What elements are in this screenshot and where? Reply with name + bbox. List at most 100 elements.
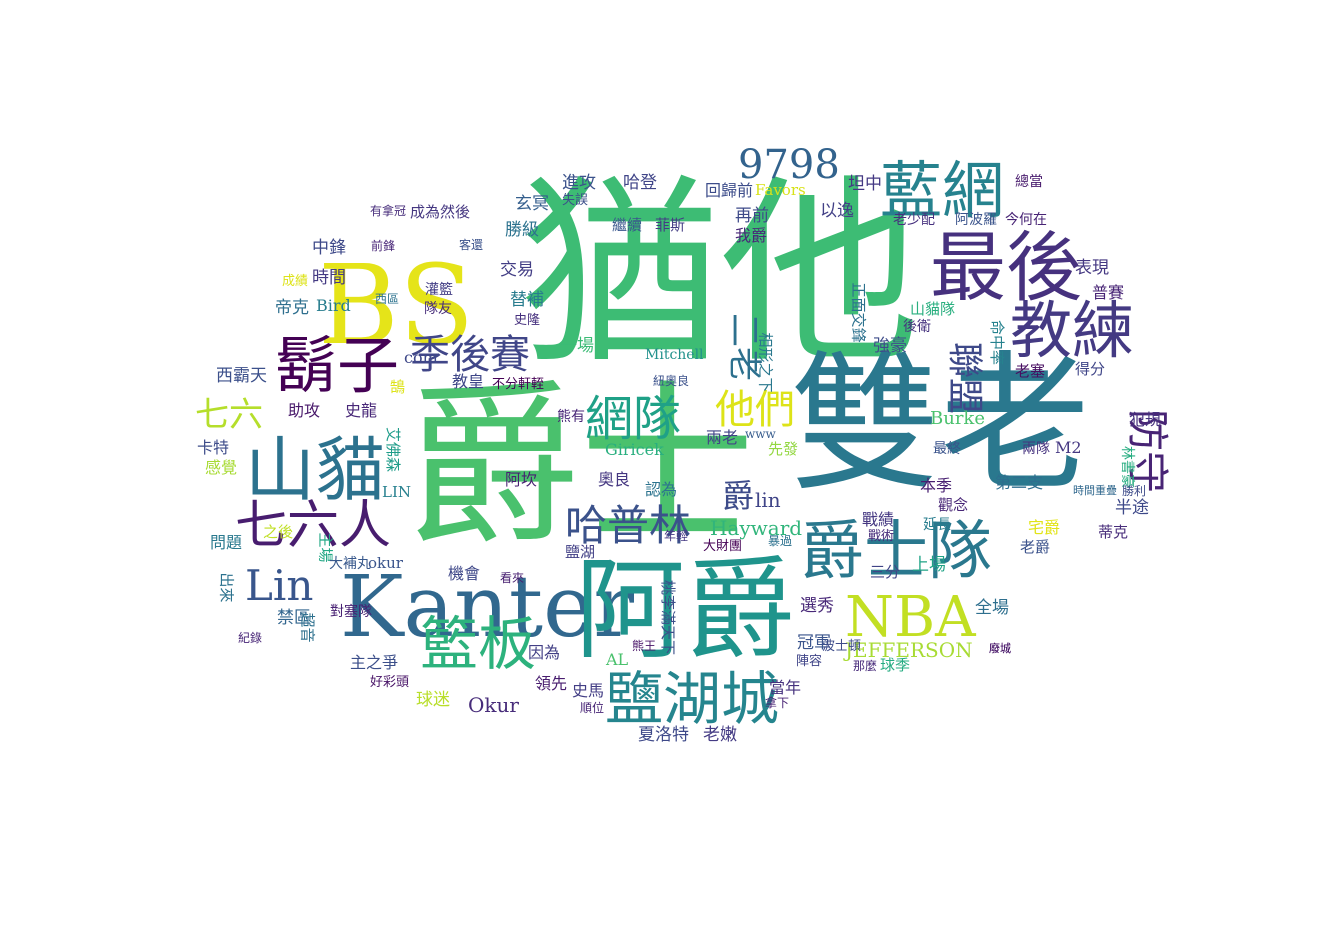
cloud-word: 觀念 xyxy=(938,496,969,514)
cloud-word: 選秀 xyxy=(800,596,834,616)
cloud-word: 阿坎 xyxy=(505,470,538,489)
cloud-word: Giricek xyxy=(605,440,664,459)
cloud-word: 強豪 xyxy=(873,336,907,356)
cloud-word: 雙老 xyxy=(790,338,1091,512)
cloud-word: 大補丸 xyxy=(329,556,371,572)
cloud-word: 繼續 xyxy=(612,216,643,234)
cloud-word: 全場 xyxy=(975,598,1009,618)
cloud-word: 陣容 xyxy=(796,654,823,669)
cloud-word: 球季 xyxy=(880,656,911,674)
cloud-word: 桃李滿天下 xyxy=(659,579,678,656)
cloud-word: 兩隊 xyxy=(1022,441,1050,457)
cloud-word: 爵士 xyxy=(405,366,755,569)
cloud-word: 認為 xyxy=(645,480,678,499)
cloud-word: 進攻 xyxy=(562,173,596,193)
cloud-word: 波士頓 xyxy=(822,639,862,654)
cloud-word: 鬍子 xyxy=(275,329,400,402)
cloud-word: M2 xyxy=(1055,438,1082,457)
cloud-word: 那麼 xyxy=(853,659,878,673)
cloud-word: 之後 xyxy=(263,523,294,541)
cloud-word: 正面交鋒 xyxy=(849,282,868,343)
cloud-word: 史龍 xyxy=(345,401,378,420)
cloud-word: 禁區 xyxy=(277,608,311,628)
cloud-word: 猶他 xyxy=(520,158,921,391)
cloud-word: 相形之下 xyxy=(756,332,775,393)
cloud-word: 一場 xyxy=(560,336,594,356)
cloud-word: Bird xyxy=(316,296,351,315)
cloud-word: 卡特 xyxy=(197,438,230,457)
cloud-word: 時間重疊 xyxy=(1073,484,1117,497)
cloud-word: 聯盟 xyxy=(944,341,986,415)
cloud-word: 他們 xyxy=(715,387,795,433)
cloud-word: 勝級 xyxy=(505,220,539,240)
cloud-word: 有拿冠 xyxy=(370,204,407,218)
cloud-word: 時間 xyxy=(312,268,346,288)
cloud-word: 玄冥 xyxy=(515,194,549,214)
cloud-word: 出來 xyxy=(217,572,236,603)
cloud-word: 拿下 xyxy=(765,696,790,710)
cloud-word: 後衛 xyxy=(903,319,931,335)
cloud-word: 命中率 xyxy=(988,319,1007,366)
cloud-word: 阿波羅 xyxy=(955,212,997,228)
cloud-word: 灌籃 xyxy=(425,282,453,298)
cloud-word: 機會 xyxy=(448,564,481,583)
cloud-word: 爵 xyxy=(722,477,755,515)
cloud-word: 藍網 xyxy=(880,154,1005,227)
cloud-word: 山貓 xyxy=(245,429,385,511)
cloud-word: 球迷 xyxy=(416,690,450,710)
cloud-word: AL xyxy=(606,650,629,669)
cloud-word: 今何在 xyxy=(1005,212,1047,228)
cloud-word: 蒂克 xyxy=(1098,523,1129,541)
cloud-word: 交易 xyxy=(500,260,534,280)
cloud-word: 林書豪 xyxy=(1119,446,1135,488)
cloud-word: 史馬 xyxy=(572,681,605,700)
cloud-word: 成為然後 xyxy=(410,203,471,221)
cloud-word: 不分軒輊 xyxy=(492,377,545,392)
cloud-word: www xyxy=(745,427,776,441)
cloud-word: 超音 xyxy=(298,612,317,643)
cloud-word: 第二支 xyxy=(995,473,1044,492)
cloud-word: 兩老 xyxy=(706,428,739,447)
cloud-word: 老爵 xyxy=(1020,538,1051,556)
cloud-word: 最後 xyxy=(930,223,1082,312)
cloud-word: 廢城 xyxy=(989,642,1011,655)
cloud-word: 七六 xyxy=(195,395,263,435)
cloud-word: 宅爵 xyxy=(1028,518,1061,537)
cloud-word: 主之爭 xyxy=(350,653,399,672)
cloud-word: 哈普林 xyxy=(565,501,692,550)
cloud-word: 因為 xyxy=(528,643,561,662)
cloud-word: 三分 xyxy=(870,563,901,581)
cloud-word: 替補 xyxy=(510,290,544,310)
cloud-word: Mitchell xyxy=(645,347,704,363)
cloud-word: 領先 xyxy=(535,674,568,693)
cloud-word: 熊王 xyxy=(632,639,657,653)
cloud-word: 鹽湖 xyxy=(565,543,596,561)
cloud-word: 紐奧良 xyxy=(653,374,690,388)
cloud-word: 鹽湖城 xyxy=(605,665,780,733)
cloud-word: 老少配 xyxy=(893,212,935,228)
cloud-word: LIN xyxy=(382,483,412,501)
cloud-word: 西區 xyxy=(375,292,400,306)
cloud-word: 哈登 xyxy=(623,173,657,193)
cloud-word: Burke xyxy=(930,408,985,429)
cloud-word: 總當 xyxy=(1015,174,1043,190)
cloud-word: 教練 xyxy=(1010,294,1135,367)
cloud-word: 中鋒 xyxy=(312,238,346,258)
cloud-word: 鵠 xyxy=(390,378,406,396)
cloud-word: 艾佛森 xyxy=(384,426,403,473)
cloud-word: 年輕 xyxy=(664,529,689,543)
cloud-word: 犯規 xyxy=(1129,410,1162,429)
cloud-word: 史隆 xyxy=(514,313,541,328)
cloud-word: 延長 xyxy=(923,517,951,533)
cloud-word: okur xyxy=(368,554,403,572)
cloud-word: 當年 xyxy=(769,678,802,697)
cloud-word: 助攻 xyxy=(288,401,321,420)
cloud-word: 普賽 xyxy=(1092,283,1125,302)
cloud-word: 熊有 xyxy=(557,409,585,425)
cloud-word: 夏洛特 xyxy=(638,725,689,745)
cloud-word: 看來 xyxy=(500,571,525,585)
cloud-word: JEFFERSON xyxy=(845,638,973,662)
cloud-word: 得分 xyxy=(1075,360,1106,378)
cloud-word: 奧良 xyxy=(598,470,631,489)
